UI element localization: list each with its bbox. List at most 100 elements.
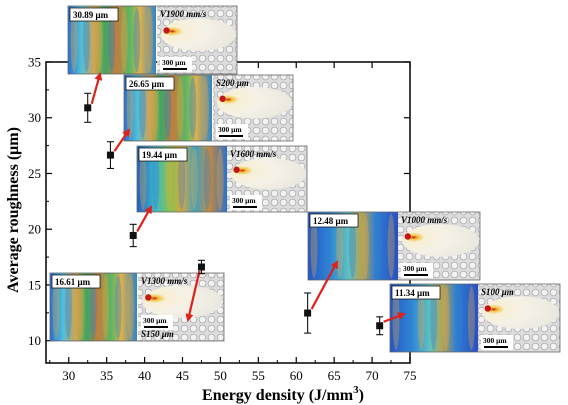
x-axis-ticks: 30 35 40 45 50 55 60 65 70 75 bbox=[49, 62, 417, 383]
laser-spot bbox=[219, 95, 226, 102]
data-point bbox=[197, 259, 205, 275]
x-axis-title-close: ) bbox=[359, 387, 364, 404]
melt-pool bbox=[402, 224, 480, 257]
laser-spot bbox=[233, 166, 240, 173]
melt-pool bbox=[142, 285, 224, 318]
topography-stripe bbox=[77, 275, 85, 339]
topography-stripe bbox=[405, 286, 413, 350]
topography-stripe bbox=[361, 214, 369, 278]
topography-stripe bbox=[176, 77, 184, 139]
inset-panel: 30.89 μm V1900 mm/s 300 μm bbox=[67, 5, 238, 75]
roughness-label-box bbox=[391, 285, 441, 300]
topography-stripe bbox=[151, 77, 159, 139]
data-point bbox=[376, 316, 384, 336]
topography-stripe bbox=[387, 214, 395, 278]
y-tick-label: 35 bbox=[28, 55, 41, 70]
topography-stripe bbox=[164, 77, 172, 139]
scale-bar-label: 300 μm bbox=[232, 196, 256, 205]
topography-stripe bbox=[430, 286, 438, 350]
inset-panel: 11.34 μm S100 μm 300 μm bbox=[389, 283, 561, 353]
topography-stripe bbox=[190, 148, 198, 210]
x-tick-label: 70 bbox=[366, 368, 379, 383]
roughness-label-box bbox=[51, 274, 101, 289]
point-marker bbox=[197, 263, 205, 271]
inset-border bbox=[67, 5, 238, 75]
laser-spot bbox=[404, 233, 412, 240]
x-tick-label: 75 bbox=[404, 368, 417, 383]
topography-stripe bbox=[374, 214, 382, 278]
roughness-label: 19.44 μm bbox=[142, 150, 178, 160]
roughness-label: 12.48 μm bbox=[313, 216, 349, 226]
data-point bbox=[106, 141, 114, 170]
y-tick-label: 15 bbox=[28, 277, 41, 292]
x-axis-title-main: Energy density (J/mm bbox=[202, 387, 354, 404]
pointer-arrow bbox=[113, 128, 131, 152]
data-point bbox=[304, 292, 312, 334]
topography-stripe bbox=[127, 275, 135, 339]
roughness-label-box bbox=[125, 76, 175, 91]
melt-pool bbox=[161, 18, 237, 51]
pointer-arrow bbox=[383, 312, 406, 323]
topography-stripe bbox=[216, 148, 224, 210]
y-tick-label: 25 bbox=[28, 166, 41, 181]
topography-stripe bbox=[442, 286, 450, 350]
x-axis-title-sup: 3 bbox=[353, 384, 359, 396]
y-tick-label: 20 bbox=[28, 222, 41, 237]
topography-stripe bbox=[178, 148, 186, 210]
roughness-label: 11.34 μm bbox=[395, 288, 430, 298]
topography-stripe bbox=[102, 275, 110, 339]
x-tick-label: 30 bbox=[62, 368, 75, 383]
topography-stripe bbox=[323, 214, 331, 278]
topography-stripe bbox=[95, 8, 103, 72]
topography-stripe bbox=[201, 77, 209, 139]
x-axis-title: Energy density (J/mm3) bbox=[202, 384, 364, 404]
topography-stripe bbox=[310, 214, 318, 278]
x-tick-label: 45 bbox=[176, 368, 189, 383]
data-point bbox=[84, 92, 92, 123]
roughness-label-box bbox=[69, 7, 119, 22]
x-tick-label: 65 bbox=[328, 368, 341, 383]
laser-spot bbox=[484, 305, 492, 312]
melt-pool bbox=[482, 296, 560, 329]
topography-stripe bbox=[165, 148, 173, 210]
data-point bbox=[129, 223, 137, 248]
pointer-arrow bbox=[136, 205, 152, 233]
point-marker bbox=[376, 322, 384, 330]
point-marker bbox=[84, 104, 92, 112]
laser-spot bbox=[163, 27, 170, 34]
data-points bbox=[84, 92, 384, 336]
inset-border bbox=[136, 145, 308, 213]
roughness-label: 30.89 μm bbox=[73, 10, 109, 20]
laser-spot bbox=[145, 294, 152, 301]
process-parameter-label: V1600 mm/s bbox=[230, 149, 277, 159]
topography-stripe bbox=[152, 148, 160, 210]
topography-stripe bbox=[467, 286, 475, 350]
topography-stripe bbox=[52, 275, 60, 339]
topography-stripe bbox=[139, 148, 147, 210]
topography-stripe bbox=[336, 214, 344, 278]
pointer-arrow bbox=[310, 260, 338, 310]
topography-stripe bbox=[126, 77, 134, 139]
scale-bar-label: 300 μm bbox=[403, 264, 427, 273]
arrows bbox=[90, 72, 406, 323]
x-tick-label: 60 bbox=[290, 368, 303, 383]
topography-stripe bbox=[64, 275, 72, 339]
pointer-arrow bbox=[185, 270, 201, 322]
process-parameter-label: V1000 mm/s bbox=[401, 215, 448, 225]
inset-panel: 12.48 μm V1000 mm/s 300 μm bbox=[307, 211, 481, 281]
topography-stripe bbox=[114, 275, 122, 339]
topography-stripe bbox=[455, 286, 463, 350]
roughness-label-box bbox=[309, 213, 359, 228]
point-marker bbox=[106, 151, 114, 159]
y-axis-ticks: 10 15 20 25 30 35 bbox=[28, 55, 410, 348]
inset-panel: 16.61 μm V1300 mm/s S150 μm 300 μm bbox=[49, 272, 225, 342]
roughness-label: 16.61 μm bbox=[55, 277, 91, 287]
x-tick-label: 50 bbox=[214, 368, 227, 383]
point-marker bbox=[129, 231, 137, 239]
topography-stripe bbox=[83, 8, 91, 72]
topography-stripe bbox=[417, 286, 425, 350]
topography-stripe bbox=[139, 77, 147, 139]
melt-pool bbox=[231, 157, 307, 190]
topography-stripe bbox=[133, 8, 141, 72]
